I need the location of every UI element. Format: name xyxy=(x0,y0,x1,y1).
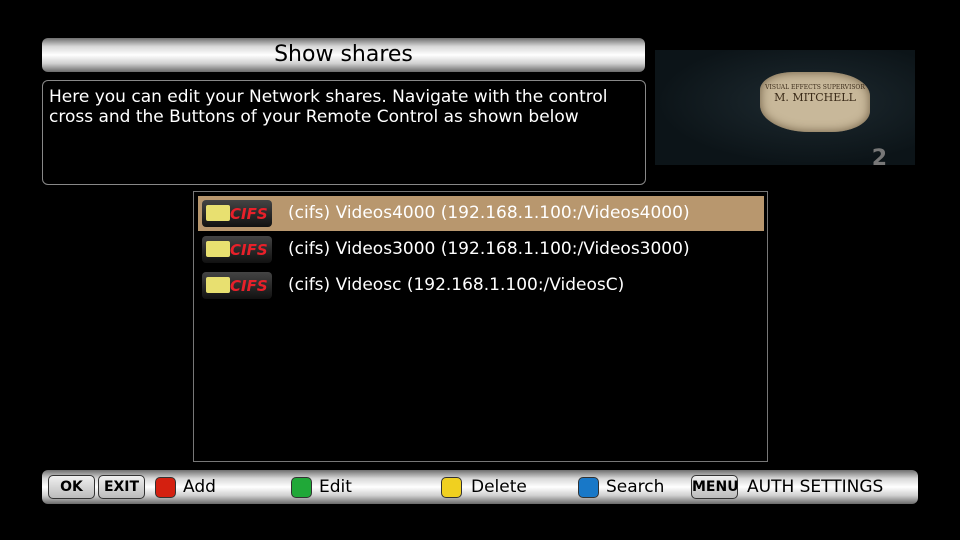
share-label: (cifs) Videos4000 (192.168.1.100:/Videos… xyxy=(288,203,690,223)
preview-caption-name: M. MITCHELL xyxy=(774,91,856,104)
green-button-icon[interactable] xyxy=(291,477,312,498)
add-label: Add xyxy=(183,477,216,497)
ok-button[interactable]: OK xyxy=(48,475,95,499)
delete-label: Delete xyxy=(471,477,527,497)
description-box: Here you can edit your Network shares. N… xyxy=(42,80,646,185)
channel-number: 2 xyxy=(871,146,887,171)
share-row[interactable]: CIFS (cifs) Videosc (192.168.1.100:/Vide… xyxy=(198,268,764,303)
red-button-icon[interactable] xyxy=(155,477,176,498)
shares-list[interactable]: CIFS (cifs) Videos4000 (192.168.1.100:/V… xyxy=(193,191,768,462)
share-label: (cifs) Videosc (192.168.1.100:/VideosC) xyxy=(288,275,625,295)
yellow-button-icon[interactable] xyxy=(441,477,462,498)
share-row[interactable]: CIFS (cifs) Videos3000 (192.168.1.100:/V… xyxy=(198,232,764,267)
exit-button[interactable]: EXIT xyxy=(98,475,145,499)
preview-caption-small: VISUAL EFFECTS SUPERVISOR xyxy=(765,84,865,91)
auth-settings-label: AUTH SETTINGS xyxy=(747,477,884,497)
share-label: (cifs) Videos3000 (192.168.1.100:/Videos… xyxy=(288,239,690,259)
edit-label: Edit xyxy=(319,477,352,497)
button-bar: OK EXIT Add Edit Delete Search MENU AUTH… xyxy=(42,470,918,504)
search-label: Search xyxy=(606,477,665,497)
cifs-folder-icon: CIFS xyxy=(202,272,272,299)
menu-button[interactable]: MENU xyxy=(691,475,739,499)
title-bar: Show shares xyxy=(42,38,645,72)
cifs-folder-icon: CIFS xyxy=(202,236,272,263)
preview-image: VISUAL EFFECTS SUPERVISOR M. MITCHELL xyxy=(760,72,870,132)
share-row[interactable]: CIFS (cifs) Videos4000 (192.168.1.100:/V… xyxy=(198,196,764,231)
cifs-folder-icon: CIFS xyxy=(202,200,272,227)
blue-button-icon[interactable] xyxy=(578,477,599,498)
tv-preview: VISUAL EFFECTS SUPERVISOR M. MITCHELL 2 xyxy=(655,50,915,171)
